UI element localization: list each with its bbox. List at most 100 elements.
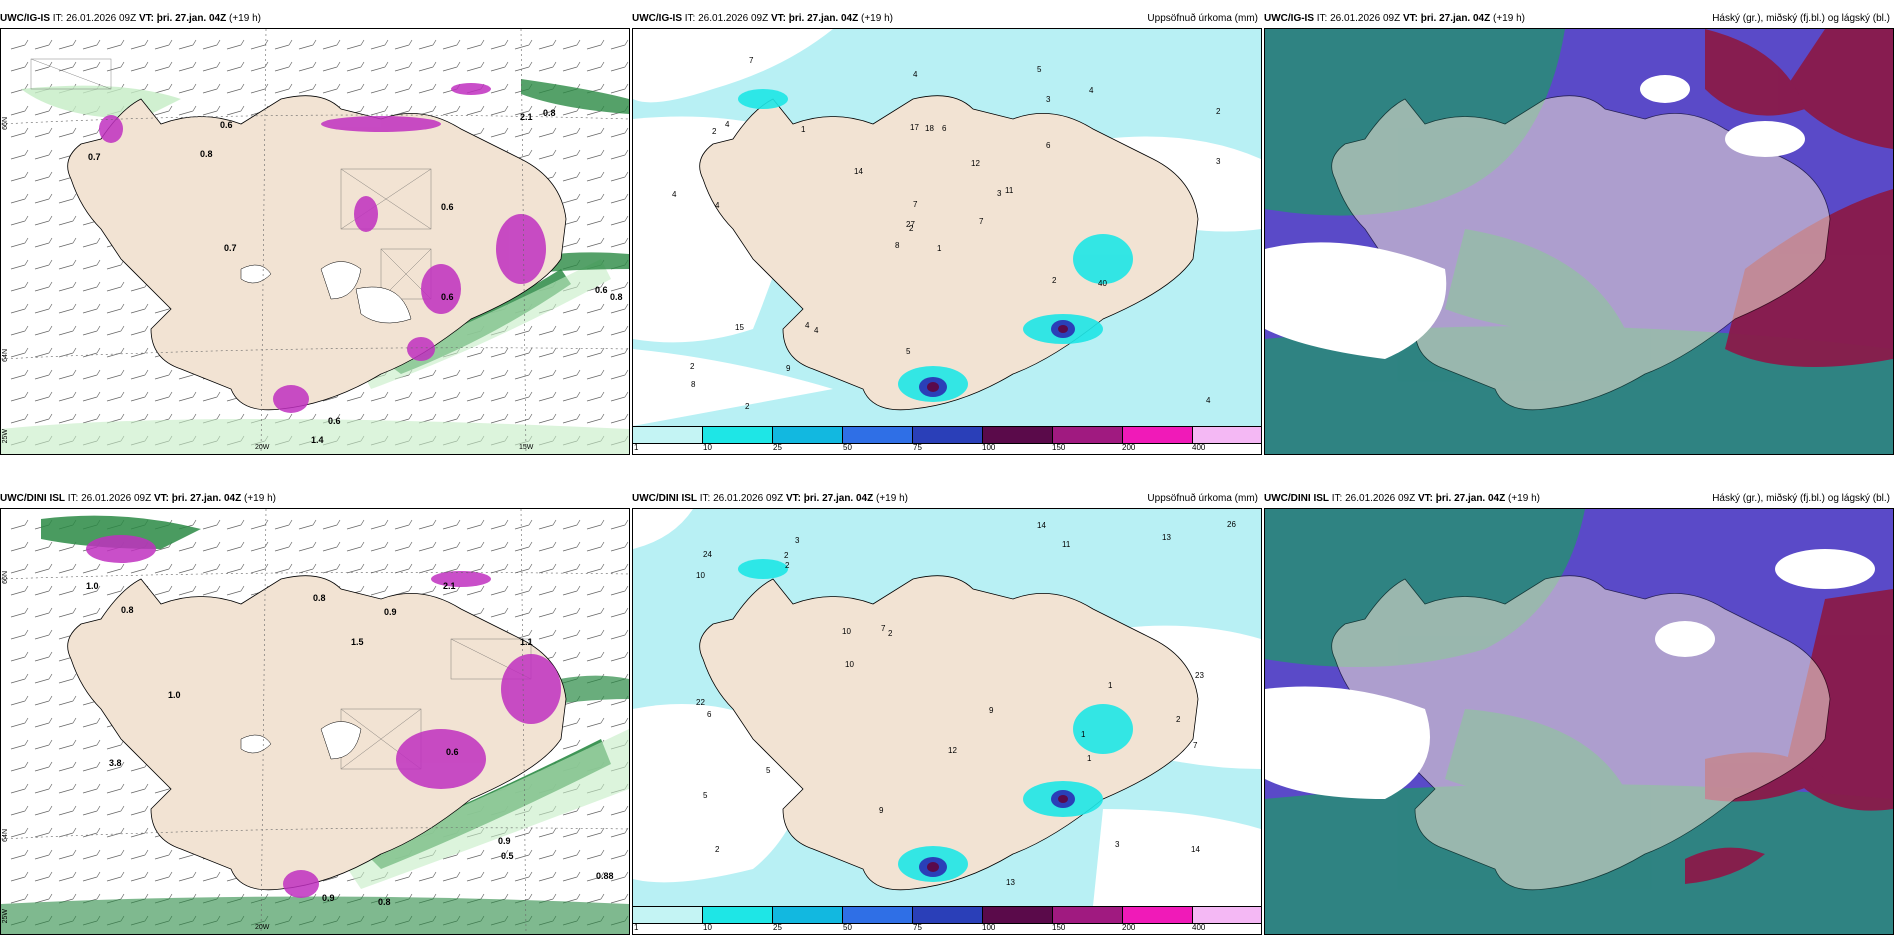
valid-time: VT: þri. 27.jan. 04Z — [153, 493, 242, 504]
legend-label: 150 — [1052, 923, 1066, 932]
value-label: 7 — [881, 624, 886, 633]
latlon-grid — [1, 509, 629, 934]
legend-labels: 1 10 25 50 75 100 150 200 400 — [633, 443, 1261, 454]
value-label: 0.9 — [322, 893, 335, 903]
value-label: 2 — [690, 362, 695, 371]
legend-swatch — [703, 907, 773, 923]
legend-label: 50 — [843, 923, 852, 932]
value-label: 0.8 — [610, 292, 623, 302]
value-label: 0.6 — [328, 416, 341, 426]
value-label: 9 — [879, 806, 884, 815]
forecast-step: (+19 h) — [861, 13, 893, 24]
value-label: 17 — [910, 123, 919, 132]
panel-header: UWC/DINI ISL IT: 26.01.2026 09Z VT: þri.… — [0, 490, 630, 508]
value-label: 0.6 — [220, 120, 233, 130]
panel-bottom-middle: UWC/DINI ISL IT: 26.01.2026 09Z VT: þri.… — [632, 490, 1262, 935]
value-label: 2 — [1052, 276, 1057, 285]
cloud-map[interactable] — [1264, 28, 1894, 455]
value-label: 0.6 — [441, 202, 454, 212]
value-label: 2 — [1216, 107, 1221, 116]
value-label: 2 — [785, 561, 790, 570]
panel-bottom-left: UWC/DINI ISL IT: 26.01.2026 09Z VT: þri.… — [0, 490, 630, 935]
value-label: 2 — [909, 224, 914, 233]
value-label: 1.5 — [351, 637, 364, 647]
legend-label: 75 — [913, 443, 922, 452]
model-name: UWC/IG-IS — [0, 13, 50, 24]
legend-swatch — [1123, 907, 1193, 923]
clear-sky-areas — [1265, 549, 1875, 799]
forecast-step: (+19 h) — [244, 493, 276, 504]
value-label: 27 — [906, 220, 915, 229]
value-label: 2.1 — [443, 581, 456, 591]
legend-label: 200 — [1122, 443, 1136, 452]
lat-label-64n: 64N — [2, 349, 9, 362]
value-label: 0.6 — [446, 747, 459, 757]
precip-value-labels: 1223235111013102224149231297526131071421… — [696, 520, 1236, 887]
value-label: 4 — [913, 70, 918, 79]
value-label: 2 — [888, 629, 893, 638]
value-label: 3 — [997, 189, 1002, 198]
panel-top-left: UWC/IG-IS IT: 26.01.2026 09Z VT: þri. 27… — [0, 10, 630, 455]
lon-label-20w: 20W — [255, 924, 270, 931]
forecast-step: (+19 h) — [1493, 13, 1525, 24]
value-label: 23 — [1195, 671, 1204, 680]
precip-map[interactable]: 1 2 2 2 3 4 5 6 3 7 7 4 4 2 8 6 2 17 12 15 14 8 9 18 11 40 4 4 4 2 3 27… — [632, 28, 1262, 455]
init-time: IT: 26.01.2026 09Z — [1331, 493, 1416, 504]
value-label: 0.88 — [596, 871, 614, 881]
value-label: 22 — [696, 698, 705, 707]
panel-bottom-right: UWC/DINI ISL IT: 26.01.2026 09Z VT: þri.… — [1264, 490, 1894, 935]
legend-swatch — [843, 427, 913, 443]
wind-precip-map[interactable]: 0.7 0.8 0.6 0.6 2.1 1.4 0.6 0.7 0.8 0.8 0.6 0.6 66N… — [0, 28, 630, 455]
model-name: UWC/DINI ISL — [1264, 493, 1329, 504]
lat-label-25w: 25W — [2, 909, 9, 924]
valid-time: VT: þri. 27.jan. 04Z — [138, 13, 227, 24]
precip-heavy-areas — [919, 320, 1075, 397]
value-label: 1.0 — [86, 581, 99, 591]
value-label: 10 — [842, 627, 851, 636]
value-label: 4 — [814, 326, 819, 335]
panel-top-right: UWC/IG-IS IT: 26.01.2026 09Z VT: þri. 27… — [1264, 10, 1894, 455]
value-label: 6 — [707, 710, 712, 719]
value-label: 5 — [906, 347, 911, 356]
value-label: 0.9 — [498, 836, 511, 846]
value-label: 2 — [715, 845, 720, 854]
value-label: 11 — [1005, 186, 1014, 195]
value-label: 13 — [1162, 533, 1171, 542]
wind-value-labels: 0.7 0.80.60.62.11.40.60.70.80.80.60.6 — [88, 108, 623, 445]
panel-header: UWC/IG-IS IT: 26.01.2026 09Z VT: þri. 27… — [632, 10, 1262, 28]
value-label: 13 — [1006, 878, 1015, 887]
value-label: 4 — [1206, 396, 1211, 405]
precip-map[interactable]: 1 2 2 3 2 3 5 11 10 13 10 22 24 14 9 23 12 9 7 5 26 13 10 7 14 2 1… — [632, 508, 1262, 935]
value-label: 3 — [1115, 840, 1120, 849]
value-label: 1 — [937, 244, 942, 253]
value-label: 5 — [1037, 65, 1042, 74]
valid-time: VT: þri. 27.jan. 04Z — [770, 13, 859, 24]
value-label: 4 — [715, 201, 720, 210]
value-label: 0.7 — [224, 243, 237, 253]
legend-swatch — [843, 907, 913, 923]
wind-precip-map[interactable]: 1.5 0.5 1.0 1.1 0.9 0.8 0.8 2.1 1.0 3.8 0.9 0.9 0.6 0… — [0, 508, 630, 935]
value-label: 2 — [745, 402, 750, 411]
value-label: 14 — [1191, 845, 1200, 854]
map-canvas: 1.5 0.5 1.0 1.1 0.9 0.8 0.8 2.1 1.0 3.8 0.9 0.9 0.6 0… — [1, 509, 629, 934]
value-label: 40 — [1098, 279, 1107, 288]
panel-header: UWC/DINI ISL IT: 26.01.2026 09Z VT: þri.… — [632, 490, 1262, 508]
map-canvas: 0.7 0.80.60.62.11.40.60.70.80.80.60.6 — [1, 29, 629, 454]
value-label: 18 — [925, 124, 934, 133]
value-label: 0.7 — [88, 152, 101, 162]
model-name: UWC/IG-IS — [1264, 13, 1314, 24]
panel-header: UWC/IG-IS IT: 26.01.2026 09Z VT: þri. 27… — [0, 10, 630, 28]
forecast-step: (+19 h) — [1508, 493, 1540, 504]
value-label: 0.6 — [595, 285, 608, 295]
cloud-map[interactable] — [1264, 508, 1894, 935]
value-label: 1.1 — [520, 637, 533, 647]
value-label: 12 — [971, 159, 980, 168]
panel-header: UWC/DINI ISL IT: 26.01.2026 09Z VT: þri.… — [1264, 490, 1894, 508]
map-type-title: Uppsöfnuð úrkoma (mm) — [1147, 13, 1258, 24]
value-label: 1 — [1108, 681, 1113, 690]
map-type-title: Uppsöfnuð úrkoma (mm) — [1147, 493, 1258, 504]
legend-swatch — [1053, 427, 1123, 443]
model-name: UWC/DINI ISL — [0, 493, 65, 504]
legend-swatch — [633, 907, 703, 923]
precip-legend: 1 10 25 50 75 100 150 200 400 — [633, 906, 1261, 934]
